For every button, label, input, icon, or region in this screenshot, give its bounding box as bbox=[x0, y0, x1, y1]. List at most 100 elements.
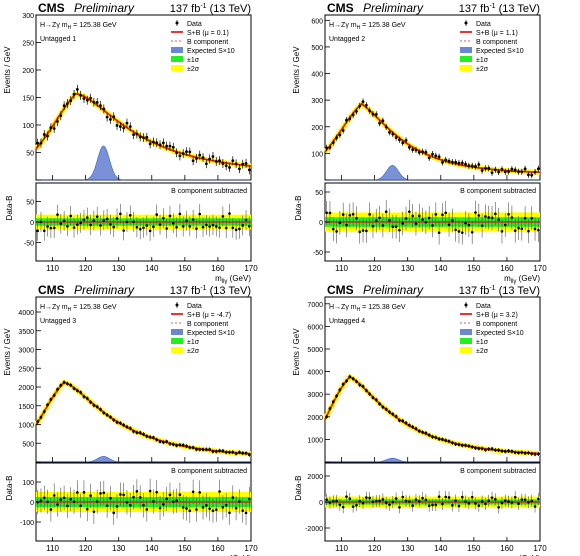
data-point bbox=[89, 96, 92, 100]
data-point bbox=[371, 396, 375, 399]
ratio-point bbox=[69, 497, 73, 501]
data-point bbox=[181, 443, 185, 447]
ratio-point bbox=[175, 499, 178, 503]
ratio-point bbox=[155, 213, 159, 216]
data-point bbox=[175, 444, 178, 447]
data-point bbox=[59, 383, 63, 387]
ratio-point bbox=[241, 224, 245, 227]
data-point bbox=[454, 160, 458, 164]
ratio-point bbox=[374, 499, 378, 503]
ratio-point bbox=[168, 214, 172, 218]
y-tick-label: 1500 bbox=[18, 404, 34, 411]
ratio-point bbox=[470, 230, 474, 234]
legend-fit-label: S+B (μ = 3.2) bbox=[476, 312, 518, 319]
ratio-y-axis-label: Data-B bbox=[5, 476, 14, 501]
legend-2sigma-label: ±2σ bbox=[476, 66, 489, 73]
ratio-point bbox=[494, 498, 497, 501]
ratio-point bbox=[181, 506, 185, 509]
data-point bbox=[510, 167, 514, 171]
ratio-point bbox=[460, 495, 464, 499]
data-point bbox=[371, 112, 375, 116]
ratio-point bbox=[517, 502, 520, 505]
ratio-point bbox=[384, 210, 388, 214]
y-tick-label: 3000 bbox=[307, 392, 323, 399]
ratio-point bbox=[248, 224, 251, 228]
ratio-y-tick-label: 0 bbox=[319, 500, 323, 507]
data-point bbox=[102, 411, 106, 415]
x-tick-label: 170 bbox=[533, 544, 547, 553]
data-point bbox=[345, 379, 348, 383]
data-point bbox=[42, 133, 46, 136]
data-point bbox=[444, 158, 448, 162]
ratio-point bbox=[221, 506, 225, 509]
ratio-point bbox=[388, 503, 391, 506]
data-point bbox=[191, 159, 195, 163]
data-point bbox=[95, 101, 99, 104]
x-tick-label: 110 bbox=[46, 544, 59, 553]
data-point bbox=[128, 125, 132, 129]
ratio-point bbox=[404, 217, 408, 220]
data-point bbox=[185, 150, 188, 154]
ratio-point bbox=[122, 493, 125, 497]
ratio-point bbox=[338, 221, 342, 225]
data-point bbox=[427, 433, 431, 437]
ratio-point bbox=[520, 227, 524, 231]
data-point bbox=[338, 133, 342, 137]
data-point bbox=[42, 410, 46, 414]
data-point bbox=[204, 162, 208, 166]
y-axis-label: Events / GeV bbox=[3, 328, 12, 376]
ratio-point bbox=[325, 211, 328, 215]
ratio-point bbox=[85, 216, 89, 219]
data-point bbox=[115, 124, 119, 127]
ratio-point bbox=[464, 500, 467, 503]
data-point bbox=[398, 138, 401, 142]
y-tick-label: 2000 bbox=[307, 415, 323, 422]
ratio-point bbox=[391, 500, 395, 504]
ratio-point bbox=[374, 219, 378, 223]
data-point bbox=[161, 141, 165, 145]
ratio-point bbox=[105, 504, 109, 508]
ratio-point bbox=[115, 505, 119, 508]
ratio-point bbox=[480, 224, 484, 228]
expected-signal bbox=[325, 165, 540, 181]
x-tick-label: 150 bbox=[178, 544, 192, 553]
ratio-point bbox=[484, 502, 487, 506]
data-point bbox=[118, 421, 122, 425]
ratio-point bbox=[102, 219, 106, 222]
data-point bbox=[241, 162, 245, 166]
ratio-point bbox=[421, 218, 424, 221]
data-point bbox=[355, 380, 358, 383]
ratio-point bbox=[497, 506, 500, 509]
x-tick-label: 120 bbox=[79, 544, 93, 553]
x-tick-label: 150 bbox=[467, 264, 481, 273]
data-point bbox=[331, 141, 335, 144]
cms-label: CMS bbox=[327, 283, 354, 297]
ratio-point bbox=[513, 496, 517, 499]
ratio-point bbox=[208, 507, 211, 510]
ratio-point bbox=[328, 211, 332, 215]
data-point bbox=[158, 440, 162, 443]
data-point bbox=[450, 160, 454, 164]
ratio-point bbox=[92, 510, 96, 514]
data-point bbox=[142, 432, 145, 436]
y-tick-label: 3000 bbox=[18, 348, 34, 355]
data-point bbox=[490, 171, 494, 175]
data-point bbox=[414, 427, 418, 431]
data-point bbox=[487, 166, 491, 170]
x-tick-label: 130 bbox=[112, 544, 126, 553]
data-point bbox=[238, 167, 241, 171]
data-point bbox=[115, 420, 119, 424]
data-point bbox=[335, 394, 338, 398]
ratio-point bbox=[241, 509, 245, 512]
y-tick-label: 150 bbox=[22, 96, 34, 103]
data-point bbox=[72, 92, 76, 96]
ratio-point bbox=[358, 499, 362, 503]
data-point bbox=[66, 102, 69, 106]
data-point bbox=[201, 156, 205, 160]
cms-label: CMS bbox=[38, 283, 65, 297]
y-tick-label: 6000 bbox=[307, 324, 323, 331]
ratio-point bbox=[198, 212, 202, 216]
ratio-point bbox=[361, 501, 365, 505]
ratio-point bbox=[142, 226, 145, 230]
